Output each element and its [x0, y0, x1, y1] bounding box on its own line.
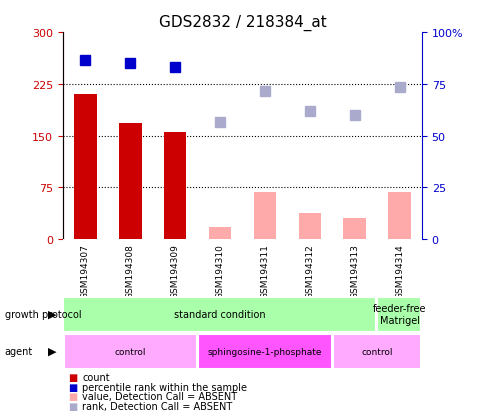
- Text: GSM194311: GSM194311: [260, 244, 269, 299]
- Bar: [332, 334, 421, 369]
- Text: count: count: [82, 372, 110, 382]
- Bar: [376, 297, 420, 332]
- Text: GSM194313: GSM194313: [349, 244, 359, 299]
- Bar: [63, 297, 375, 332]
- Bar: [119, 124, 141, 240]
- Text: standard condition: standard condition: [174, 309, 265, 319]
- Text: ■: ■: [68, 401, 77, 411]
- Text: GSM194308: GSM194308: [125, 244, 135, 299]
- Text: rank, Detection Call = ABSENT: rank, Detection Call = ABSENT: [82, 401, 232, 411]
- Text: ▶: ▶: [48, 309, 57, 319]
- Text: GSM194307: GSM194307: [81, 244, 90, 299]
- Bar: [63, 334, 197, 369]
- Text: value, Detection Call = ABSENT: value, Detection Call = ABSENT: [82, 392, 237, 401]
- Bar: [209, 227, 231, 240]
- Text: sphingosine-1-phosphate: sphingosine-1-phosphate: [207, 347, 321, 356]
- Text: GDS2832 / 218384_at: GDS2832 / 218384_at: [158, 14, 326, 31]
- Text: feeder-free
Matrigel: feeder-free Matrigel: [372, 304, 425, 325]
- Text: ■: ■: [68, 392, 77, 401]
- Text: ■: ■: [68, 382, 77, 392]
- Text: ■: ■: [68, 372, 77, 382]
- Text: ▶: ▶: [48, 346, 57, 356]
- Bar: [253, 193, 275, 240]
- Text: GSM194310: GSM194310: [215, 244, 224, 299]
- Bar: [343, 219, 365, 240]
- Bar: [198, 334, 331, 369]
- Bar: [298, 214, 320, 240]
- Text: control: control: [361, 347, 392, 356]
- Text: GSM194309: GSM194309: [170, 244, 180, 299]
- Text: percentile rank within the sample: percentile rank within the sample: [82, 382, 247, 392]
- Bar: [164, 133, 186, 240]
- Text: control: control: [114, 347, 146, 356]
- Text: GSM194312: GSM194312: [304, 244, 314, 299]
- Text: growth protocol: growth protocol: [5, 309, 81, 319]
- Bar: [388, 193, 410, 240]
- Bar: [74, 95, 96, 240]
- Text: GSM194314: GSM194314: [394, 244, 403, 299]
- Text: agent: agent: [5, 346, 33, 356]
